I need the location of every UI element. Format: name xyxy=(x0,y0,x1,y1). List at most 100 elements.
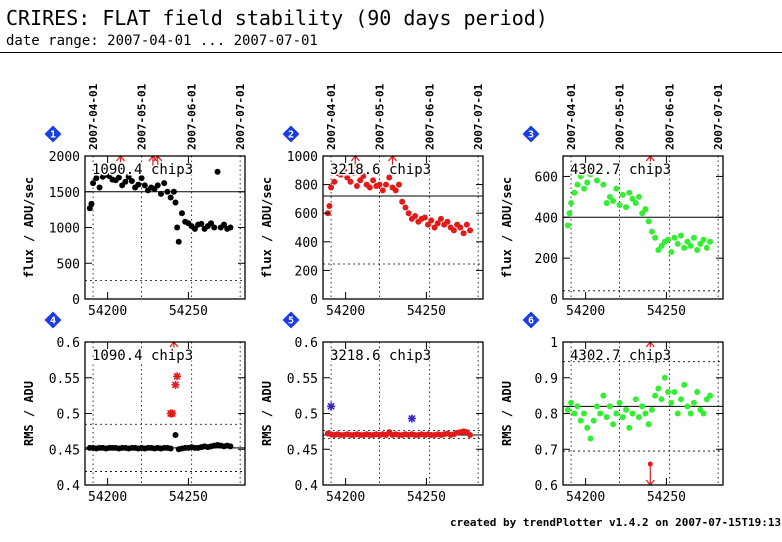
data-point xyxy=(616,399,623,406)
data-point xyxy=(674,410,681,417)
y-tick-label: 0.6 xyxy=(535,479,558,494)
y-tick-label: 0.6 xyxy=(57,336,80,351)
data-point xyxy=(399,198,406,205)
panel-4: 4 1090.4 chip3 0.4 0.45 0.5 0.55 0.6 54200 54250… xyxy=(22,311,246,505)
data-point xyxy=(626,189,633,196)
y-tick-label: 800 xyxy=(295,179,318,194)
data-point xyxy=(687,410,694,417)
panel-badge-icon xyxy=(282,311,300,329)
data-point xyxy=(444,218,451,225)
data-point xyxy=(574,403,581,410)
y-tick-label: 0.55 xyxy=(49,372,80,387)
y-tick-label: 0.4 xyxy=(57,479,81,494)
data-point xyxy=(645,218,652,225)
y-tick-label: 0 xyxy=(550,293,558,308)
data-point xyxy=(191,225,198,232)
data-point xyxy=(141,182,148,189)
data-point xyxy=(642,410,649,417)
flagged-point-stroke xyxy=(168,409,176,418)
x-tick-label: 54200 xyxy=(88,304,127,319)
flagged-point xyxy=(168,409,177,418)
data-point xyxy=(357,177,364,184)
date-tick-label: 2007-06-01 xyxy=(664,83,677,150)
data-point xyxy=(697,240,704,247)
flagged-point xyxy=(327,402,336,411)
data-point xyxy=(154,182,161,189)
panel-badge-number: 1 xyxy=(50,130,56,141)
data-point xyxy=(635,193,642,200)
data-point xyxy=(370,177,377,184)
panel-badge-number: 4 xyxy=(50,316,56,327)
data-point xyxy=(652,392,659,399)
data-point xyxy=(690,399,697,406)
y-tick-label: 1000 xyxy=(287,150,318,165)
x-tick-label: 54250 xyxy=(647,490,686,505)
data-point xyxy=(568,199,575,206)
panel-badge-icon xyxy=(522,125,540,143)
panel-label: 4302.7 chip3 xyxy=(570,162,671,178)
flagged-point xyxy=(173,372,182,381)
date-tick-label: 2007-06-01 xyxy=(186,83,199,150)
panel-5: 5 3218.6 chip3 0.4 0.45 0.5 0.55 0.6 54200 54250… xyxy=(260,311,484,505)
date-tick-label: 2007-04-01 xyxy=(87,83,100,150)
date-tick-label: 2007-07-01 xyxy=(234,83,247,150)
data-point xyxy=(635,414,642,421)
y-tick-label: 200 xyxy=(535,252,558,267)
panel-badge-icon xyxy=(522,311,540,329)
data-point xyxy=(157,190,164,197)
data-point xyxy=(687,242,694,249)
data-point xyxy=(629,195,636,202)
data-point xyxy=(593,177,600,184)
x-tick-label: 54250 xyxy=(169,490,208,505)
y-tick-label: 0.5 xyxy=(295,408,318,423)
y-axis-label: flux / ADU/sec xyxy=(260,177,274,278)
data-point xyxy=(681,244,688,251)
data-point xyxy=(668,399,675,406)
data-point xyxy=(431,224,438,231)
y-tick-label: 0.45 xyxy=(287,443,318,458)
data-point xyxy=(652,234,659,241)
x-tick-label: 54250 xyxy=(407,490,446,505)
data-point xyxy=(379,187,386,194)
data-point xyxy=(88,200,95,207)
panel-badge-number: 5 xyxy=(288,316,294,327)
data-point xyxy=(425,221,432,228)
data-point xyxy=(671,234,678,241)
data-point xyxy=(613,185,620,192)
data-point xyxy=(167,194,174,201)
data-point xyxy=(597,169,604,176)
data-point xyxy=(600,181,607,188)
y-axis-label: flux / ADU/sec xyxy=(500,177,514,278)
y-tick-label: 0.6 xyxy=(295,336,318,351)
data-point xyxy=(128,178,135,185)
flagged-point xyxy=(407,414,416,423)
data-point xyxy=(138,175,145,182)
panel-label: 4302.7 chip3 xyxy=(570,348,671,364)
data-point xyxy=(161,180,168,187)
data-point xyxy=(220,221,227,228)
data-point xyxy=(571,410,578,417)
data-point xyxy=(341,167,348,174)
data-point xyxy=(326,203,333,210)
data-point xyxy=(577,417,584,424)
data-point xyxy=(366,184,373,191)
data-point xyxy=(463,221,470,228)
data-point xyxy=(344,174,351,181)
x-tick-label: 54250 xyxy=(647,304,686,319)
data-point xyxy=(671,389,678,396)
data-point xyxy=(167,445,174,452)
data-point xyxy=(125,173,132,180)
panel-1: 1 2007-04-01 2007-05-01 2007-06-01 2007-07-0… xyxy=(22,83,247,319)
data-point xyxy=(603,414,610,421)
date-tick-label: 2007-04-01 xyxy=(325,83,338,150)
y-tick-label: 0.4 xyxy=(295,479,319,494)
data-point xyxy=(564,406,571,413)
y-tick-label: 600 xyxy=(535,170,558,185)
title-divider xyxy=(0,52,782,53)
data-point xyxy=(328,184,335,191)
panel-label: 3218.6 chip3 xyxy=(330,348,431,364)
data-point xyxy=(681,381,688,388)
data-point xyxy=(626,424,633,431)
data-point xyxy=(593,403,600,410)
